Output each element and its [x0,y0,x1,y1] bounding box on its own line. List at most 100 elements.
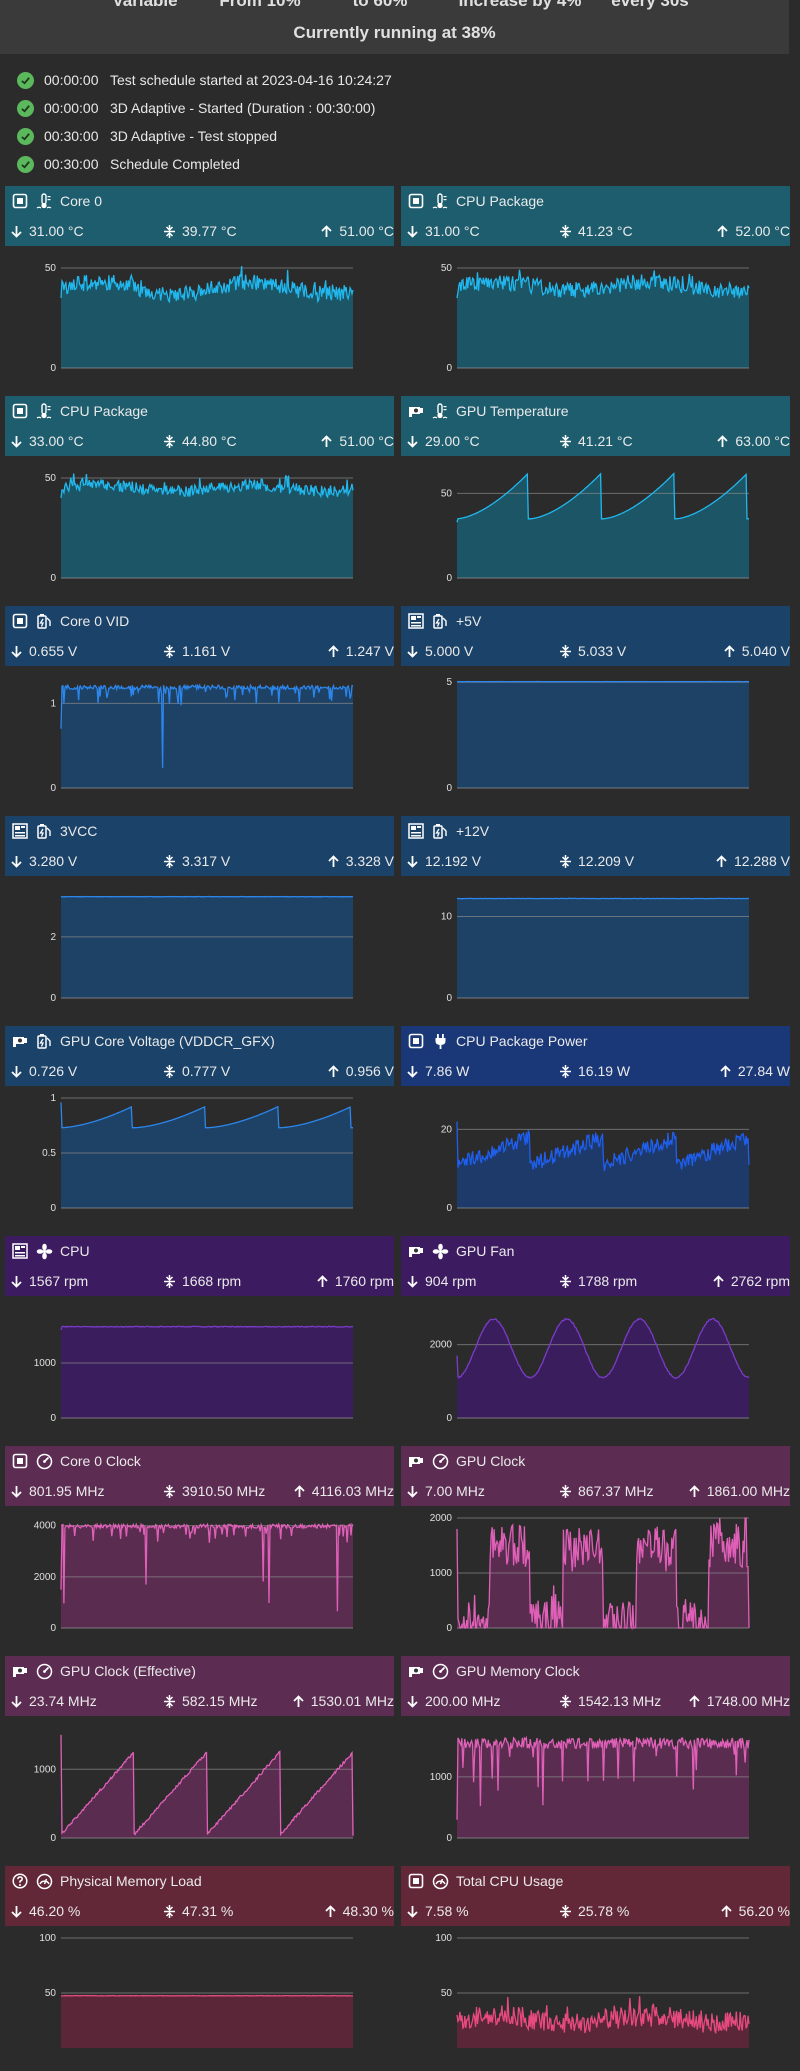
average-compress-icon [163,435,176,448]
sensor-max-value: 1748.00 MHz [707,1693,790,1709]
log-text: 3D Adaptive - Test stopped [110,128,277,144]
average-compress-icon [163,1485,176,1498]
check-circle-icon [17,128,34,145]
sensor-max: 1530.01 MHz [292,1686,394,1716]
sensor-avg-value: 1668 rpm [182,1273,241,1289]
help-circle-icon [5,1873,36,1889]
arrow-up-icon [716,225,729,238]
sensor-min: 7.86 W [406,1056,469,1086]
sensor-title-row: Total CPU Usage [401,1866,790,1896]
average-compress-icon [163,855,176,868]
banner-to: to 60% [320,0,440,11]
sensor-min: 29.00 °C [406,426,480,456]
arrow-down-icon [10,435,23,448]
sensor-min-value: 200.00 MHz [425,1693,500,1709]
sensor-avg-value: 41.23 °C [578,223,633,239]
sensor-avg: 867.37 MHz [559,1476,653,1506]
battery-bolt-icon [432,823,456,840]
chart-tick-label: 1 [50,1093,56,1104]
sensor-avg: 1668 rpm [163,1266,241,1296]
sensor-max: 63.00 °C [716,426,790,456]
arrow-up-icon [320,225,333,238]
chart-tick-label: 0 [446,363,452,374]
gpu-card-icon [5,1663,36,1679]
sensor-max: 1760 rpm [316,1266,394,1296]
chart-tick-label: 1 [50,698,56,709]
sensor-max-value: 63.00 °C [735,433,790,449]
sensor-stats-row: 46.20 %47.31 %48.30 % [5,1896,394,1926]
sensor-min-value: 7.00 MHz [425,1483,485,1499]
chart-tick-label: 0 [446,1833,452,1844]
gauge-icon [432,1873,456,1890]
sensor-avg: 1.161 V [163,636,230,666]
cpu-chip-icon [401,1873,432,1889]
chart-tick-label: 0 [50,1413,56,1424]
thermometer-icon [36,193,60,210]
chart-tick-label: 0 [446,573,452,584]
chart-area [61,1524,353,1628]
sensor-max-value: 1.247 V [346,643,394,659]
chart-tick-label: 20 [441,1124,453,1135]
sensor-avg: 25.78 % [559,1896,629,1926]
arrow-down-icon [406,435,419,448]
average-compress-icon [559,1485,572,1498]
sensor-max: 1.247 V [327,636,394,666]
chart-tick-label: 0 [446,993,452,1004]
sensor-avg: 3.317 V [163,846,230,876]
banner-running-text: Currently running at 38% [0,23,789,43]
sensor-title-row: CPU Package [401,186,790,216]
sensor-avg-value: 3910.50 MHz [182,1483,265,1499]
arrow-up-icon [316,1275,329,1288]
gpu-card-icon [401,1453,432,1469]
chart-tick-label: 50 [45,1988,57,1999]
chart-area [457,682,749,789]
battery-bolt-icon [432,613,456,630]
sensor-min: 31.00 °C [10,216,84,246]
gauge-icon [36,1873,60,1890]
sensor-title-row: Core 0 [5,186,394,216]
sensor-title: GPU Clock (Effective) [60,1663,196,1679]
sensor-max-value: 48.30 % [343,1903,394,1919]
chart-area [61,685,353,788]
sensor-title: GPU Fan [456,1243,514,1259]
arrow-down-icon [10,1905,23,1918]
average-compress-icon [559,1695,572,1708]
sensor-avg-value: 5.033 V [578,643,626,659]
cpu-chip-icon [5,613,36,629]
chart-series-line [61,1996,353,1997]
sensor-max-value: 0.956 V [346,1063,394,1079]
arrow-down-icon [406,1905,419,1918]
sensor-max: 1861.00 MHz [688,1476,790,1506]
sensor-max-value: 52.00 °C [735,223,790,239]
sensor-avg: 47.31 % [163,1896,233,1926]
arrow-up-icon [293,1485,306,1498]
